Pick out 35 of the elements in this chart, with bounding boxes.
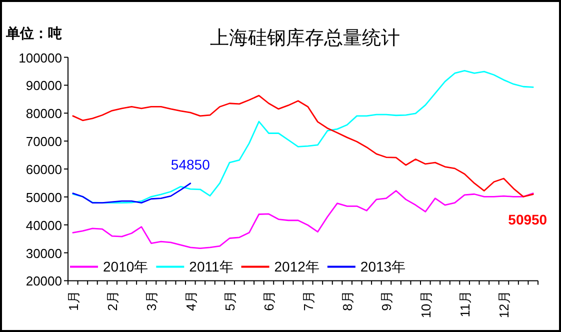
x-tick-label: 2月 [105, 290, 120, 311]
x-tick-label: 8月 [340, 290, 356, 311]
legend-label: 2011年 [189, 258, 234, 275]
y-tick-label: 40000 [26, 218, 62, 233]
data-label: 54850 [170, 156, 210, 172]
line-series [72, 94, 534, 198]
x-tick-label: 1月 [66, 290, 81, 311]
x-tick-label: 11月 [458, 290, 473, 318]
line-series [72, 182, 192, 204]
x-tick-label: 5月 [222, 290, 238, 311]
y-tick-label: 60000 [26, 162, 62, 177]
y-tick-label: 50000 [26, 190, 62, 205]
x-tick-label: 10月 [418, 290, 434, 318]
legend: 2012年 [241, 258, 320, 275]
y-axis-title: 单位：吨 [5, 25, 62, 41]
legend: 2010年 [70, 258, 148, 275]
y-tick-label: 70000 [26, 134, 62, 150]
legend: 2013年 [327, 258, 406, 275]
y-tick-label: 100000 [18, 50, 62, 66]
x-tick-label: 9月 [379, 290, 394, 311]
legend-label: 2013年 [360, 258, 406, 275]
y-tick-label: 30000 [26, 246, 62, 261]
legend-label: 2012年 [274, 258, 320, 275]
y-tick-label: 20000 [26, 274, 62, 289]
data-label: 50950 [508, 211, 548, 228]
y-tick-label: 80000 [26, 106, 62, 122]
x-tick-label: 3月 [144, 290, 160, 311]
x-tick-label: 12月 [496, 290, 512, 318]
x-tick-label: 4月 [183, 290, 198, 311]
legend-label: 2010年 [103, 258, 148, 275]
x-tick-label: 7月 [300, 290, 316, 311]
x-tick-label: 6月 [262, 290, 277, 311]
chart-title: 上海硅钢库存总量统计 [210, 27, 400, 49]
y-tick-label: 90000 [26, 78, 62, 94]
legend: 2011年 [156, 258, 234, 275]
